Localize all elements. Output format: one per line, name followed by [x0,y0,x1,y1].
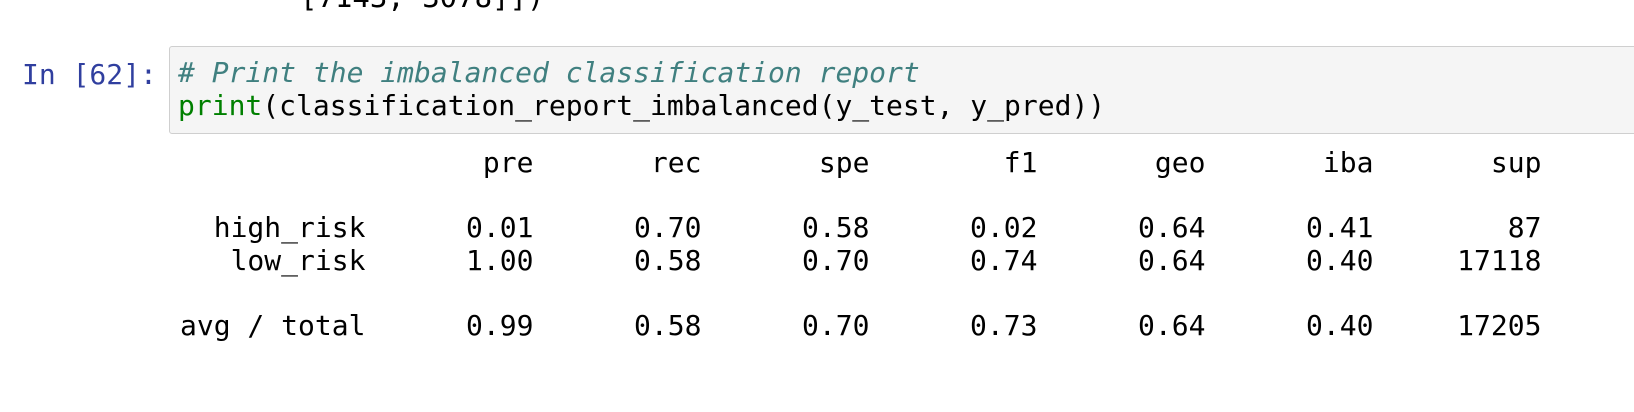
code-line-print: print(classification_report_imbalanced(y… [178,89,1105,123]
cell-geo: 0.64 [1138,244,1206,277]
cell-pre: 1.00 [466,244,534,277]
cell-geo: 0.64 [1138,309,1206,342]
cell-spe: 0.58 [802,211,870,244]
cell-f1: 0.74 [970,244,1038,277]
report-header-row: pre rec spe f1 geo iba sup [180,146,1542,179]
code-input-area[interactable]: # Print the imbalanced classification re… [169,46,1634,134]
report-row-low-risk: low_risk 1.00 0.58 0.70 0.74 0.64 0.40 1… [180,244,1542,277]
cell-spe: 0.70 [802,309,870,342]
row-label: avg / total [180,309,366,342]
cell-rec: 0.70 [634,211,702,244]
header-rec: rec [650,146,702,179]
cell-geo: 0.64 [1138,211,1206,244]
code-line-comment: # Print the imbalanced classification re… [178,56,920,90]
cell-iba: 0.40 [1306,244,1374,277]
cell-pre: 0.99 [466,309,534,342]
cell-iba: 0.40 [1306,309,1374,342]
classification-report-table: pre rec spe f1 geo iba sup high_risk 0.0… [180,146,1541,342]
header-sup: sup [1490,146,1542,179]
header-geo: geo [1154,146,1206,179]
cell-sup: 17205 [1457,309,1542,342]
input-prompt: In [62]: [22,58,157,91]
cell-rec: 0.58 [634,244,702,277]
code-builtin-print: print [178,89,263,122]
report-spacer [180,277,1541,309]
cell-f1: 0.73 [970,309,1038,342]
row-label: low_risk [230,244,366,277]
header-spe: spe [818,146,870,179]
report-row-high-risk: high_risk 0.01 0.70 0.58 0.02 0.64 0.41 … [180,211,1542,244]
cell-iba: 0.41 [1306,211,1374,244]
cell-f1: 0.02 [970,211,1038,244]
header-label-cell [180,146,365,179]
previous-cell-output: [7143, 3078]]) [300,0,544,14]
cell-output: pre rec spe f1 geo iba sup high_risk 0.0… [180,146,1541,342]
report-spacer [180,179,1541,211]
cell-sup: 17118 [1457,244,1542,277]
header-pre: pre [482,146,534,179]
header-iba: iba [1322,146,1374,179]
cell-sup: 87 [1507,211,1542,244]
cell-spe: 0.70 [802,244,870,277]
report-row-total: avg / total 0.99 0.58 0.70 0.73 0.64 0.4… [180,309,1541,342]
header-f1: f1 [1003,146,1038,179]
row-label: high_risk [213,211,366,244]
code-comment: # Print the imbalanced classification re… [178,56,920,89]
cell-pre: 0.01 [466,211,534,244]
code-call: (classification_report_imbalanced(y_test… [262,89,1106,122]
cell-rec: 0.58 [634,309,702,342]
